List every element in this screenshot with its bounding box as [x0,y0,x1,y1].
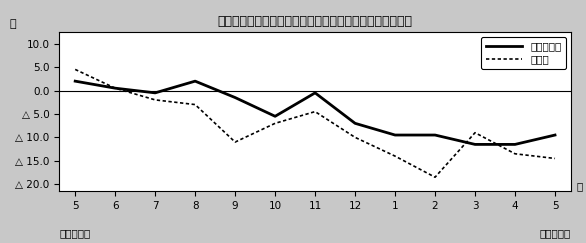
Y-axis label: ％: ％ [10,19,16,29]
調査産業計 [472,143,479,146]
製造業 [71,68,79,71]
製造業 [352,136,359,139]
製造業 [312,110,319,113]
調査産業計 [71,80,79,83]
製造業 [192,103,199,106]
調査産業計 [231,96,239,99]
製造業 [231,141,239,144]
Text: 月: 月 [577,181,583,191]
製造業 [112,87,119,90]
Legend: 調査産業計, 製造業: 調査産業計, 製造業 [482,37,566,69]
調査産業計 [551,134,558,137]
Text: 平成２０年: 平成２０年 [540,228,571,238]
製造業 [271,122,278,125]
製造業 [551,157,558,160]
製造業 [431,176,438,179]
調査産業計 [391,134,398,137]
製造業 [152,98,159,101]
Title: 第２図　所定外労働時間対前年比の推移（規模５人以上）: 第２図 所定外労働時間対前年比の推移（規模５人以上） [217,15,413,28]
調査産業計 [192,80,199,83]
調査産業計 [352,122,359,125]
Line: 製造業: 製造業 [75,69,555,177]
製造業 [472,131,479,134]
製造業 [391,155,398,157]
調査産業計 [271,115,278,118]
Line: 調査産業計: 調査産業計 [75,81,555,144]
調査産業計 [152,91,159,94]
調査産業計 [312,91,319,94]
調査産業計 [112,87,119,90]
調査産業計 [512,143,519,146]
調査産業計 [431,134,438,137]
Text: 平成１９年: 平成１９年 [59,228,90,238]
製造業 [512,152,519,155]
